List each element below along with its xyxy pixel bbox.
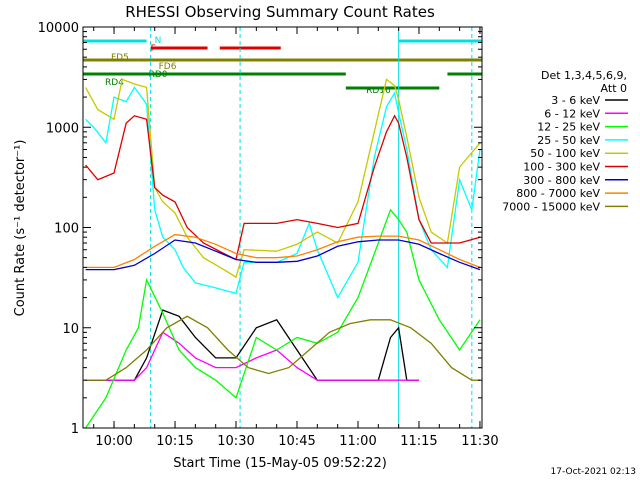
vertical-markers xyxy=(150,27,473,428)
mode-bars: NFFD5FD6RD0RD4RD16 xyxy=(83,36,482,96)
x-tick-label: 11:15 xyxy=(400,434,437,449)
series-line-12-25-kev xyxy=(85,208,481,429)
chart-title: RHESSI Observing Summary Count Rates xyxy=(125,3,435,21)
series-line-6-12-kev xyxy=(85,331,419,381)
legend-label: 6 - 12 keV xyxy=(544,107,600,120)
x-tick-label: 10:30 xyxy=(217,434,254,449)
x-tick-label: 11:00 xyxy=(339,434,376,449)
y-tick-label: 10 xyxy=(62,322,79,337)
legend-title: Att 0 xyxy=(601,82,627,95)
legend-label: 12 - 25 keV xyxy=(537,121,600,134)
legend-label: 50 - 100 keV xyxy=(530,147,600,160)
mode-bar-label: F xyxy=(151,44,156,54)
legend-label: 800 - 7000 keV xyxy=(516,187,600,200)
y-tick-label: 100 xyxy=(54,222,79,237)
mode-bar-label: FD5 xyxy=(111,53,129,63)
series-line-300-800-kev xyxy=(85,239,481,271)
series-lines xyxy=(85,78,481,429)
series-line-800-7000-kev xyxy=(85,233,481,269)
legend-label: 300 - 800 keV xyxy=(523,174,600,187)
series-line-100-300-kev xyxy=(85,114,481,261)
series-line-50-100-kev xyxy=(85,78,481,279)
x-axis-label: Start Time (15-May-05 09:52:22) xyxy=(173,456,387,471)
legend-title: Det 1,3,4,5,6,9, xyxy=(541,69,627,82)
mode-bar-label: RD4 xyxy=(105,78,124,88)
y-axis: 1 10 100 1000 10000 xyxy=(38,21,482,437)
x-axis: 10:00 10:15 10:30 10:45 11:00 11:15 11:30 xyxy=(93,27,499,449)
series-line-3-6-kev xyxy=(85,309,419,381)
x-tick-label: 10:00 xyxy=(95,434,132,449)
legend-label: 100 - 300 keV xyxy=(523,161,600,174)
legend-label: 7000 - 15000 keV xyxy=(502,200,600,213)
x-tick-label: 10:45 xyxy=(278,434,315,449)
y-tick-label: 1000 xyxy=(46,121,79,136)
legend-label: 25 - 50 keV xyxy=(537,134,600,147)
mode-bar-label: RD16 xyxy=(366,86,391,96)
y-axis-label: Count Rate (s⁻¹ detector⁻¹) xyxy=(13,140,28,317)
mode-bar-label: N xyxy=(155,36,162,46)
timestamp-label: 17-Oct-2021 02:13 xyxy=(551,467,636,477)
legend-label: 3 - 6 keV xyxy=(551,94,600,107)
x-tick-label: 10:15 xyxy=(156,434,193,449)
y-tick-label: 1 xyxy=(71,422,79,437)
mode-bar-label: FD6 xyxy=(159,62,177,72)
x-tick-label: 11:30 xyxy=(461,434,498,449)
y-tick-label: 10000 xyxy=(38,21,79,36)
series-line-7000-15000-kev xyxy=(85,315,480,381)
